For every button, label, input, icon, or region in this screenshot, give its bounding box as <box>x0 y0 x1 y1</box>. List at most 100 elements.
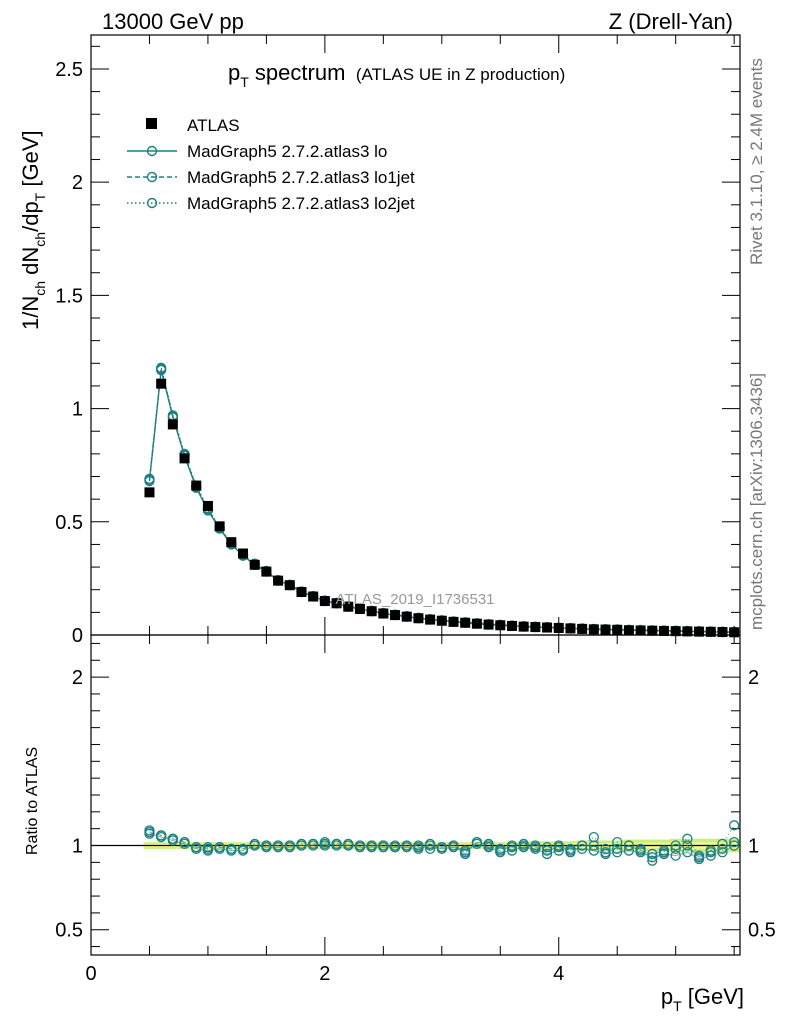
ratio-point <box>588 845 599 856</box>
ratio-ytick-label: 1 <box>72 836 83 858</box>
ratio-point <box>693 850 705 861</box>
title-rest: spectrum <box>249 60 346 85</box>
ratio-ticks: 0.5 0.5 1 1 2 2 0 2 4 <box>55 635 776 985</box>
ratio-point <box>319 840 331 851</box>
title-small: (ATLAS UE in Z production) <box>356 65 565 84</box>
ratio-data <box>144 820 740 866</box>
atlas-point <box>658 625 669 636</box>
ratio-point <box>541 842 553 853</box>
ratio-point <box>413 840 424 851</box>
ratio-point <box>729 837 740 848</box>
atlas-point <box>635 625 646 636</box>
x-axis-label: pT [GeV] <box>661 984 744 1014</box>
title-p: p <box>228 60 240 85</box>
main-ytick-label: 1.5 <box>55 285 83 307</box>
ratio-point <box>682 840 693 851</box>
atlas-point <box>471 618 482 629</box>
atlas-point <box>343 601 354 612</box>
ratio-ylabel: Ratio to ATLAS <box>24 747 41 855</box>
atlas-point <box>202 500 213 511</box>
ratio-ytick-label-right: 2 <box>748 667 759 689</box>
ratio-point <box>576 840 588 851</box>
legend-marker-lo2jet <box>146 197 158 209</box>
legend-entry-atlas: ATLAS <box>146 116 240 135</box>
ratio-panel: 0.5 0.5 1 1 2 2 0 2 4 <box>55 634 776 985</box>
ratio-ytick-label: 2 <box>72 667 83 689</box>
mc-point <box>156 362 167 373</box>
ratio-point <box>530 840 541 851</box>
atlas-point <box>448 616 459 627</box>
ratio-frame <box>90 634 741 956</box>
ratio-point <box>378 840 389 851</box>
ratio-point <box>424 843 436 855</box>
ratio-point <box>576 843 588 855</box>
legend-marker-lo <box>146 145 158 157</box>
ratio-point <box>436 842 447 853</box>
atlas-point <box>542 622 553 633</box>
ratio-point <box>623 840 635 851</box>
legend-marker-lo1jet <box>146 171 158 183</box>
ratio-point <box>261 840 272 851</box>
atlas-point <box>296 586 307 597</box>
atlas-point <box>647 625 658 636</box>
ratio-point <box>729 820 740 831</box>
ratio-point <box>506 845 518 856</box>
ratio-point <box>647 852 658 863</box>
ratio-point <box>612 837 623 848</box>
atlas-point <box>553 622 564 633</box>
ratio-point <box>717 843 728 855</box>
title-sub: T <box>240 74 249 90</box>
ratio-point <box>623 845 635 856</box>
atlas-point <box>191 480 202 491</box>
atlas-point <box>156 378 167 389</box>
atlas-point <box>717 627 728 638</box>
atlas-point <box>425 614 436 625</box>
ratio-point <box>460 847 471 858</box>
xtick-label: 2 <box>319 963 330 985</box>
main-ylabel: 1/Nch dNch/dpT [GeV] <box>18 130 48 330</box>
main-ytick-label: 2 <box>72 172 83 194</box>
legend-label-lo1jet: MadGraph5 2.7.2.atlas3 lo1jet <box>187 168 415 187</box>
atlas-point <box>226 537 237 548</box>
ratio-point <box>647 848 658 860</box>
atlas-point <box>436 615 447 626</box>
atlas-point <box>413 613 424 624</box>
ratio-point <box>647 855 658 866</box>
ratio-point <box>471 837 483 848</box>
ratio-point <box>191 842 202 853</box>
atlas-point <box>331 598 342 609</box>
ratio-point <box>553 845 564 856</box>
ratio-point <box>284 840 295 851</box>
atlas-point <box>284 580 295 591</box>
ratio-point <box>401 840 412 851</box>
ratio-point <box>366 840 377 851</box>
atlas-point <box>308 591 319 602</box>
watermark: ATLAS_2019_I1736531 <box>335 591 494 608</box>
ratio-point <box>717 838 728 849</box>
rivet-label: Rivet 3.1.10, ≥ 2.4M events <box>747 58 766 265</box>
ratio-point <box>588 831 599 843</box>
ratio-point <box>635 843 646 855</box>
atlas-point <box>506 620 517 631</box>
ratio-point <box>495 843 506 855</box>
atlas-point <box>460 617 471 628</box>
ratio-point <box>483 838 494 849</box>
legend: ATLAS MadGraph5 2.7.2.atlas3 lo MadGraph… <box>127 116 415 213</box>
atlas-point <box>238 548 249 559</box>
xtick-label: 0 <box>85 963 96 985</box>
ratio-point <box>670 840 681 851</box>
ratio-point <box>448 840 459 851</box>
mc-point <box>144 473 155 484</box>
ratio-point <box>682 833 693 844</box>
atlas-point <box>390 610 401 621</box>
main-ytick-label: 2.5 <box>55 59 83 81</box>
atlas-point <box>249 559 260 570</box>
atlas-point <box>179 453 190 464</box>
atlas-point <box>401 611 412 622</box>
legend-entry-lo2jet: MadGraph5 2.7.2.atlas3 lo2jet <box>127 194 415 213</box>
xtick-label: 4 <box>553 963 564 985</box>
ratio-point <box>202 842 214 853</box>
atlas-point <box>670 626 681 637</box>
ratio-point <box>670 850 681 861</box>
ratio-point <box>729 840 740 851</box>
